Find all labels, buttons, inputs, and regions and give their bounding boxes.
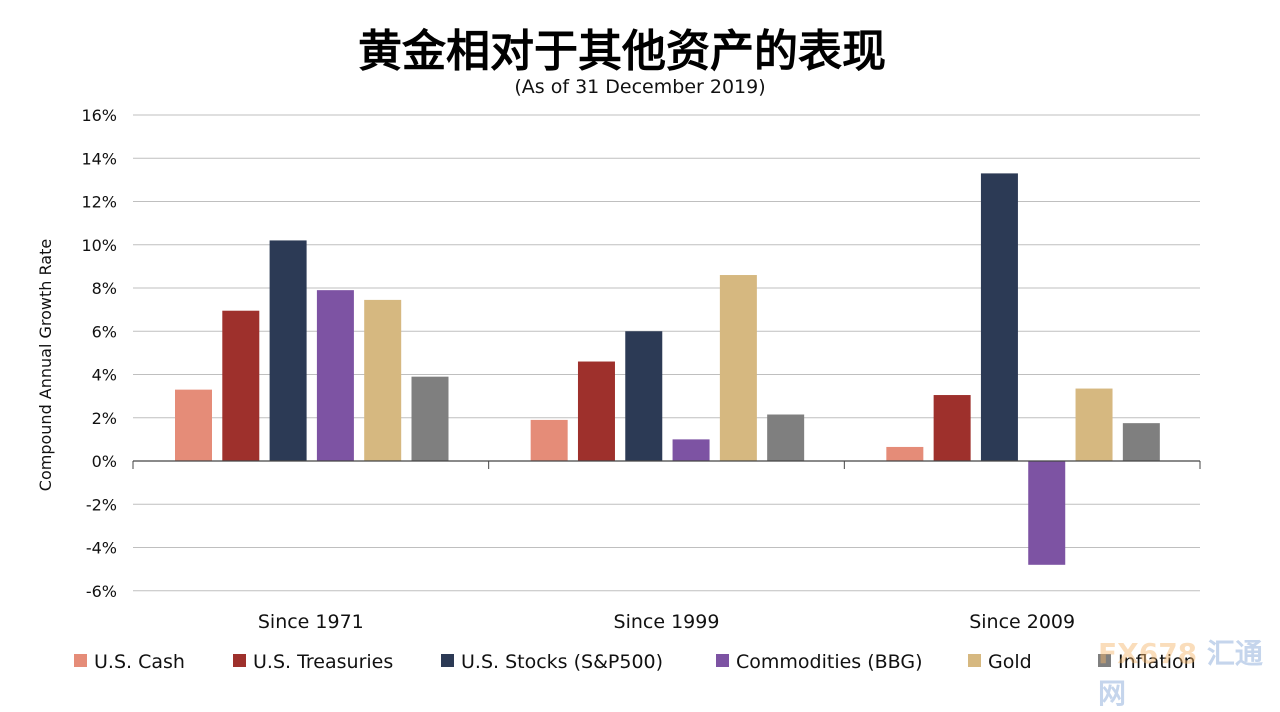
y-tick-label: 2% xyxy=(92,409,117,428)
legend-label: Inflation xyxy=(1118,651,1196,673)
y-tick-label: 6% xyxy=(92,322,117,341)
bar-u-s-stocks-s-p500- xyxy=(269,240,307,461)
bar-commodities-bbg- xyxy=(1028,461,1066,565)
legend-swatch xyxy=(74,654,87,667)
bar-gold xyxy=(364,299,402,461)
bar-gold xyxy=(719,275,757,461)
y-axis-label: Compound Annual Growth Rate xyxy=(36,239,55,491)
legend-label: U.S. Cash xyxy=(94,651,185,673)
legend-label: Gold xyxy=(988,651,1032,673)
x-category-label: Since 1999 xyxy=(614,611,720,633)
y-tick-label: 12% xyxy=(81,193,117,212)
y-tick-label: 16% xyxy=(81,106,117,125)
y-tick-label: 4% xyxy=(92,366,117,385)
bar-u-s-cash xyxy=(530,419,568,461)
bar-u-s-treasuries xyxy=(933,395,971,461)
legend-swatch xyxy=(716,654,729,667)
bar-commodities-bbg- xyxy=(672,439,710,461)
watermark-text: FX678 xyxy=(1098,637,1198,670)
bar-inflation xyxy=(411,376,449,461)
bar-u-s-cash xyxy=(886,446,924,461)
y-tick-label: -6% xyxy=(86,582,117,601)
chart-title: 黄金相对于其他资产的表现 xyxy=(358,26,886,77)
bar-commodities-bbg- xyxy=(316,290,354,461)
y-tick-label: -2% xyxy=(86,495,117,514)
x-category-label: Since 2009 xyxy=(969,611,1075,633)
bar-inflation xyxy=(1122,423,1160,461)
legend-label: Commodities (BBG) xyxy=(736,651,923,673)
legend-swatch xyxy=(233,654,246,667)
legend-swatch xyxy=(441,654,454,667)
x-category-label: Since 1971 xyxy=(258,611,364,633)
y-tick-label: 8% xyxy=(92,279,117,298)
legend-swatch xyxy=(968,654,981,667)
bar-inflation xyxy=(767,414,805,461)
chart-subtitle: (As of 31 December 2019) xyxy=(514,76,765,98)
y-tick-label: -4% xyxy=(86,539,117,558)
bar-u-s-stocks-s-p500- xyxy=(625,331,663,461)
y-tick-label: 0% xyxy=(92,452,117,471)
bar-u-s-treasuries xyxy=(577,361,615,461)
legend-label: U.S. Stocks (S&P500) xyxy=(461,651,663,673)
legend-swatch xyxy=(1098,654,1111,667)
watermark: FX678 汇通网 xyxy=(1098,632,1280,712)
legend-label: U.S. Treasuries xyxy=(253,651,393,673)
bar-u-s-stocks-s-p500- xyxy=(980,173,1018,461)
chart: 黄金相对于其他资产的表现 (As of 31 December 2019) Co… xyxy=(36,26,1201,673)
y-tick-label: 10% xyxy=(81,236,117,255)
bar-u-s-treasuries xyxy=(222,310,260,461)
y-tick-label: 14% xyxy=(81,149,117,168)
bar-gold xyxy=(1075,388,1113,461)
bar-u-s-cash xyxy=(175,389,212,461)
